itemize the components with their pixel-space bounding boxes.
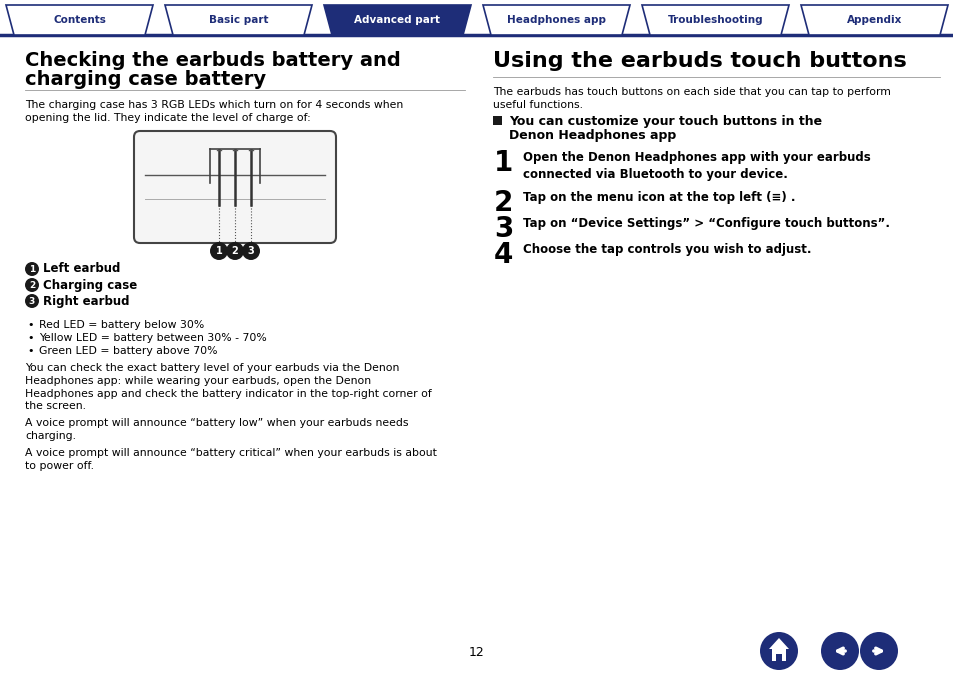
Circle shape bbox=[859, 632, 897, 670]
Circle shape bbox=[226, 242, 244, 260]
Bar bbox=[771, 649, 785, 661]
Text: The earbuds has touch buttons on each side that you can tap to perform
useful fu: The earbuds has touch buttons on each si… bbox=[493, 87, 890, 110]
Text: Yellow LED = battery between 30% - 70%: Yellow LED = battery between 30% - 70% bbox=[39, 333, 267, 343]
Circle shape bbox=[760, 632, 797, 670]
Text: Green LED = battery above 70%: Green LED = battery above 70% bbox=[39, 346, 217, 356]
Text: 2: 2 bbox=[232, 246, 238, 256]
Text: Contents: Contents bbox=[53, 15, 106, 25]
Circle shape bbox=[25, 294, 39, 308]
Text: A voice prompt will announce “battery low” when your earbuds needs
charging.: A voice prompt will announce “battery lo… bbox=[25, 418, 408, 441]
Text: You can customize your touch buttons in the: You can customize your touch buttons in … bbox=[509, 115, 821, 128]
Polygon shape bbox=[165, 5, 312, 35]
Circle shape bbox=[821, 632, 858, 670]
Bar bbox=[775, 654, 781, 661]
Text: Troubleshooting: Troubleshooting bbox=[667, 15, 762, 25]
Polygon shape bbox=[801, 5, 947, 35]
Text: 2: 2 bbox=[29, 281, 35, 289]
Polygon shape bbox=[6, 5, 152, 35]
Polygon shape bbox=[482, 5, 629, 35]
Text: The charging case has 3 RGB LEDs which turn on for 4 seconds when
opening the li: The charging case has 3 RGB LEDs which t… bbox=[25, 100, 403, 123]
Polygon shape bbox=[324, 5, 471, 35]
Text: Right earbud: Right earbud bbox=[43, 295, 130, 308]
Text: Red LED = battery below 30%: Red LED = battery below 30% bbox=[39, 320, 204, 330]
FancyBboxPatch shape bbox=[133, 131, 335, 243]
Text: 4: 4 bbox=[494, 241, 513, 269]
Text: 1: 1 bbox=[494, 149, 513, 177]
Text: Tap on “Device Settings” > “Configure touch buttons”.: Tap on “Device Settings” > “Configure to… bbox=[522, 217, 889, 230]
Text: •: • bbox=[28, 333, 34, 343]
Circle shape bbox=[210, 242, 228, 260]
Text: 1: 1 bbox=[215, 246, 222, 256]
Text: Checking the earbuds battery and: Checking the earbuds battery and bbox=[25, 51, 400, 70]
Text: 3: 3 bbox=[248, 246, 254, 256]
Bar bbox=[493, 116, 501, 125]
Text: Open the Denon Headphones app with your earbuds
connected via Bluetooth to your : Open the Denon Headphones app with your … bbox=[522, 151, 870, 181]
Text: Charging case: Charging case bbox=[43, 279, 137, 291]
Polygon shape bbox=[768, 638, 788, 649]
Text: 12: 12 bbox=[469, 647, 484, 660]
Circle shape bbox=[25, 278, 39, 292]
Text: Tap on the menu icon at the top left (≡) .: Tap on the menu icon at the top left (≡)… bbox=[522, 191, 795, 204]
Text: 3: 3 bbox=[494, 215, 513, 243]
Text: •: • bbox=[28, 346, 34, 356]
Text: Using the earbuds touch buttons: Using the earbuds touch buttons bbox=[493, 51, 905, 71]
Text: charging case battery: charging case battery bbox=[25, 70, 266, 89]
Text: Denon Headphones app: Denon Headphones app bbox=[509, 129, 676, 142]
Text: A voice prompt will announce “battery critical” when your earbuds is about
to po: A voice prompt will announce “battery cr… bbox=[25, 448, 436, 471]
Circle shape bbox=[25, 262, 39, 276]
Text: Advanced part: Advanced part bbox=[355, 15, 440, 25]
Text: 1: 1 bbox=[29, 264, 35, 273]
Text: Left earbud: Left earbud bbox=[43, 262, 120, 275]
Text: 2: 2 bbox=[494, 189, 513, 217]
Text: You can check the exact battery level of your earbuds via the Denon
Headphones a: You can check the exact battery level of… bbox=[25, 363, 432, 411]
Circle shape bbox=[242, 242, 260, 260]
Text: Choose the tap controls you wish to adjust.: Choose the tap controls you wish to adju… bbox=[522, 243, 811, 256]
Text: 3: 3 bbox=[29, 297, 35, 306]
Text: Basic part: Basic part bbox=[209, 15, 268, 25]
Text: Headphones app: Headphones app bbox=[506, 15, 605, 25]
Polygon shape bbox=[641, 5, 788, 35]
Text: •: • bbox=[28, 320, 34, 330]
Text: Appendix: Appendix bbox=[846, 15, 902, 25]
